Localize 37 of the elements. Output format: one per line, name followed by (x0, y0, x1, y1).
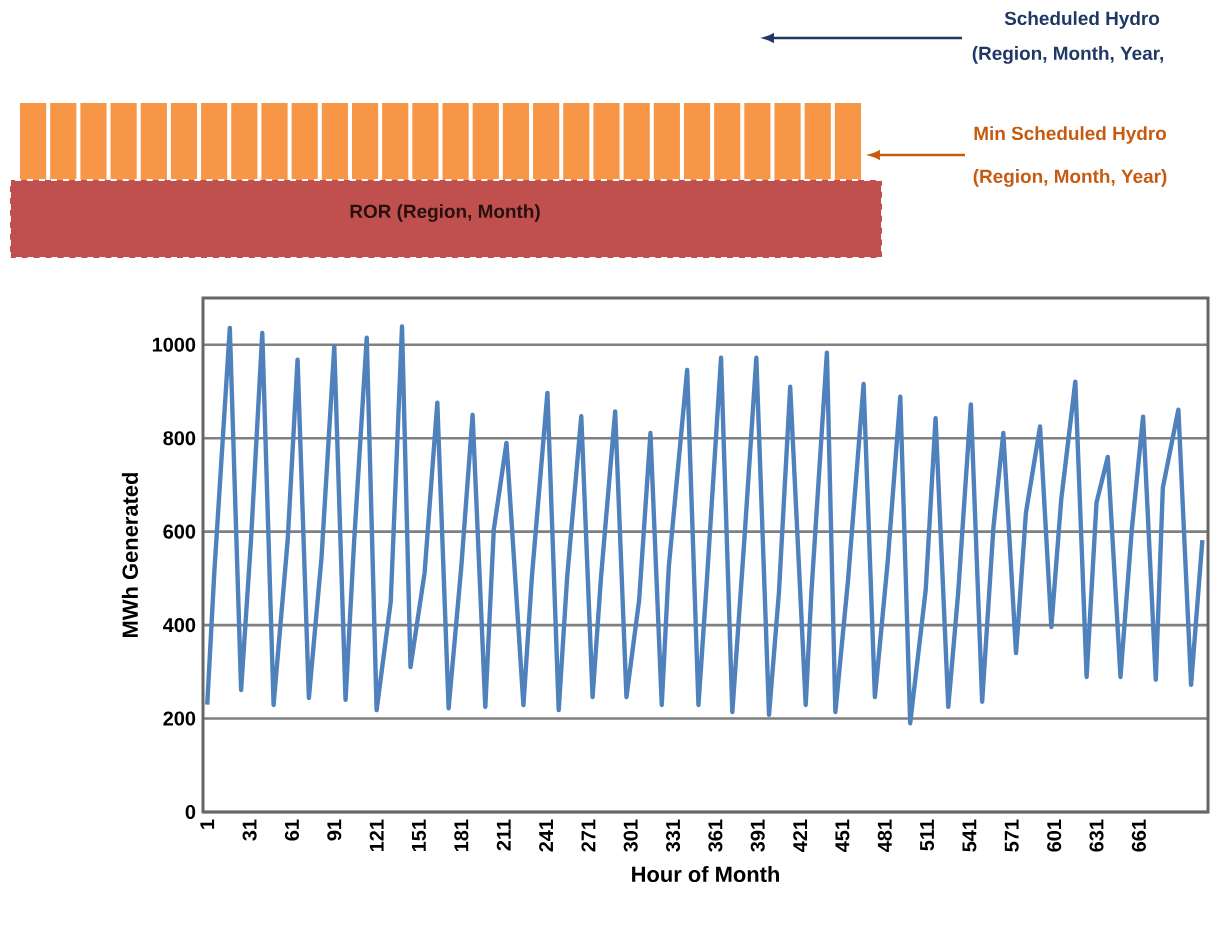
y-tick-label: 1000 (152, 337, 196, 352)
x-axis-title: Hour of Month (632, 865, 779, 883)
x-tick-label: 661 (1131, 819, 1146, 852)
y-tick-label: 400 (163, 618, 196, 633)
text: ROR (Region, Month) (350, 204, 540, 222)
x-tick-label: 601 (1047, 819, 1062, 852)
x-tick-label: 31 (242, 819, 257, 841)
x-tick-label: 1 (200, 819, 215, 829)
y-tick-label: 200 (163, 711, 196, 726)
y-tick-label: 600 (163, 524, 196, 539)
x-tick-label: 331 (665, 819, 681, 852)
x-tick-label: 511 (920, 819, 935, 851)
x-tick-label: 181 (454, 819, 469, 852)
line-series (205, 324, 1205, 726)
x-tick-label: 481 (877, 819, 892, 852)
text: (Region, Month, Year, (972, 46, 1164, 64)
x-tick-label: 391 (750, 819, 765, 852)
y-axis-title: MWh Generated (121, 473, 138, 637)
x-tick-label: 301 (623, 819, 638, 852)
x-tick-label: 541 (962, 819, 977, 852)
x-tick-label: 211 (496, 819, 511, 851)
x-tick-label: 361 (708, 819, 723, 852)
x-tick-label: 151 (412, 819, 426, 852)
x-tick-label: 631 (1089, 819, 1104, 852)
text: (Region, Month, Year) (973, 169, 1167, 187)
x-tick-label: 451 (835, 819, 850, 852)
x-tick-label: 271 (581, 819, 596, 852)
y-tick-label: 800 (163, 431, 196, 446)
x-tick-label: 421 (793, 819, 808, 852)
x-tick-label: 241 (539, 819, 553, 852)
text: Min Scheduled Hydro (974, 126, 1167, 144)
x-tick-label: 571 (1004, 819, 1019, 852)
x-tick-label: 91 (327, 819, 342, 841)
text: Scheduled Hydro (1004, 11, 1160, 29)
y-tick-label: 0 (185, 804, 196, 820)
x-tick-label: 61 (284, 819, 299, 841)
x-tick-label: 121 (369, 819, 384, 852)
